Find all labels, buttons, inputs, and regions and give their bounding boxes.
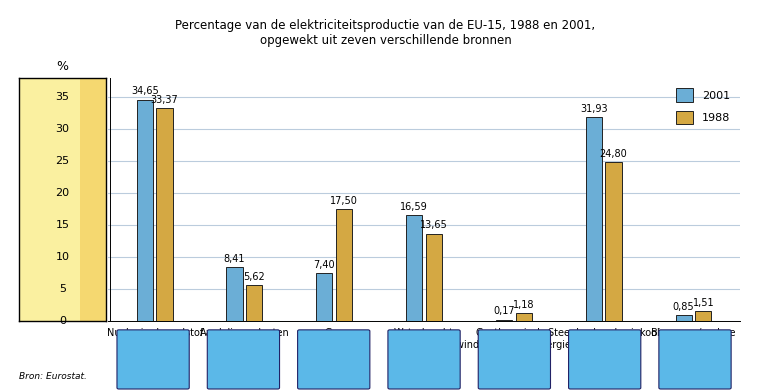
Text: Percentage van de elektriciteitsproductie van de EU-15, 1988 en 2001,
opgewekt u: Percentage van de elektriciteitsproducti… (176, 19, 595, 47)
Bar (336, 209, 352, 321)
Text: 5: 5 (59, 284, 66, 294)
Text: Bron: Eurostat.: Bron: Eurostat. (19, 372, 87, 381)
Bar (316, 273, 332, 321)
Text: 10: 10 (56, 252, 69, 262)
Text: 25: 25 (56, 156, 69, 166)
Text: 7,40: 7,40 (314, 260, 335, 270)
Text: 34,65: 34,65 (131, 86, 159, 96)
Text: 8,41: 8,41 (224, 254, 245, 264)
Bar (227, 267, 243, 321)
Bar (516, 313, 532, 321)
Bar (605, 162, 621, 321)
Text: %: % (56, 60, 69, 74)
Bar (695, 311, 712, 321)
Bar (586, 117, 602, 321)
FancyBboxPatch shape (207, 330, 280, 389)
FancyBboxPatch shape (117, 330, 189, 389)
Bar (79, 78, 106, 321)
Text: 0,17: 0,17 (493, 306, 515, 316)
Text: 35: 35 (56, 92, 69, 102)
Text: 30: 30 (56, 124, 69, 134)
Text: 1,18: 1,18 (513, 300, 534, 310)
Bar (157, 108, 173, 321)
FancyBboxPatch shape (388, 330, 460, 389)
Text: 1,51: 1,51 (692, 298, 714, 308)
Text: 15: 15 (56, 220, 69, 230)
Bar (675, 315, 692, 321)
Text: 0,85: 0,85 (673, 302, 695, 312)
Text: 17,50: 17,50 (330, 196, 358, 206)
Bar (246, 285, 262, 321)
Text: 16,59: 16,59 (400, 202, 428, 212)
Text: 20: 20 (56, 188, 69, 198)
Text: 33,37: 33,37 (150, 95, 178, 104)
Text: 5,62: 5,62 (244, 272, 265, 282)
Text: 0: 0 (59, 316, 66, 326)
FancyBboxPatch shape (568, 330, 641, 389)
Bar (136, 100, 153, 321)
Bar (426, 233, 442, 321)
FancyBboxPatch shape (478, 330, 550, 389)
Text: 13,65: 13,65 (420, 221, 448, 230)
Text: 24,80: 24,80 (600, 149, 628, 159)
Bar (496, 319, 512, 321)
FancyBboxPatch shape (659, 330, 731, 389)
Bar (406, 215, 423, 321)
Legend: 2001, 1988: 2001, 1988 (672, 84, 735, 129)
Text: 31,93: 31,93 (580, 104, 608, 114)
FancyBboxPatch shape (298, 330, 370, 389)
